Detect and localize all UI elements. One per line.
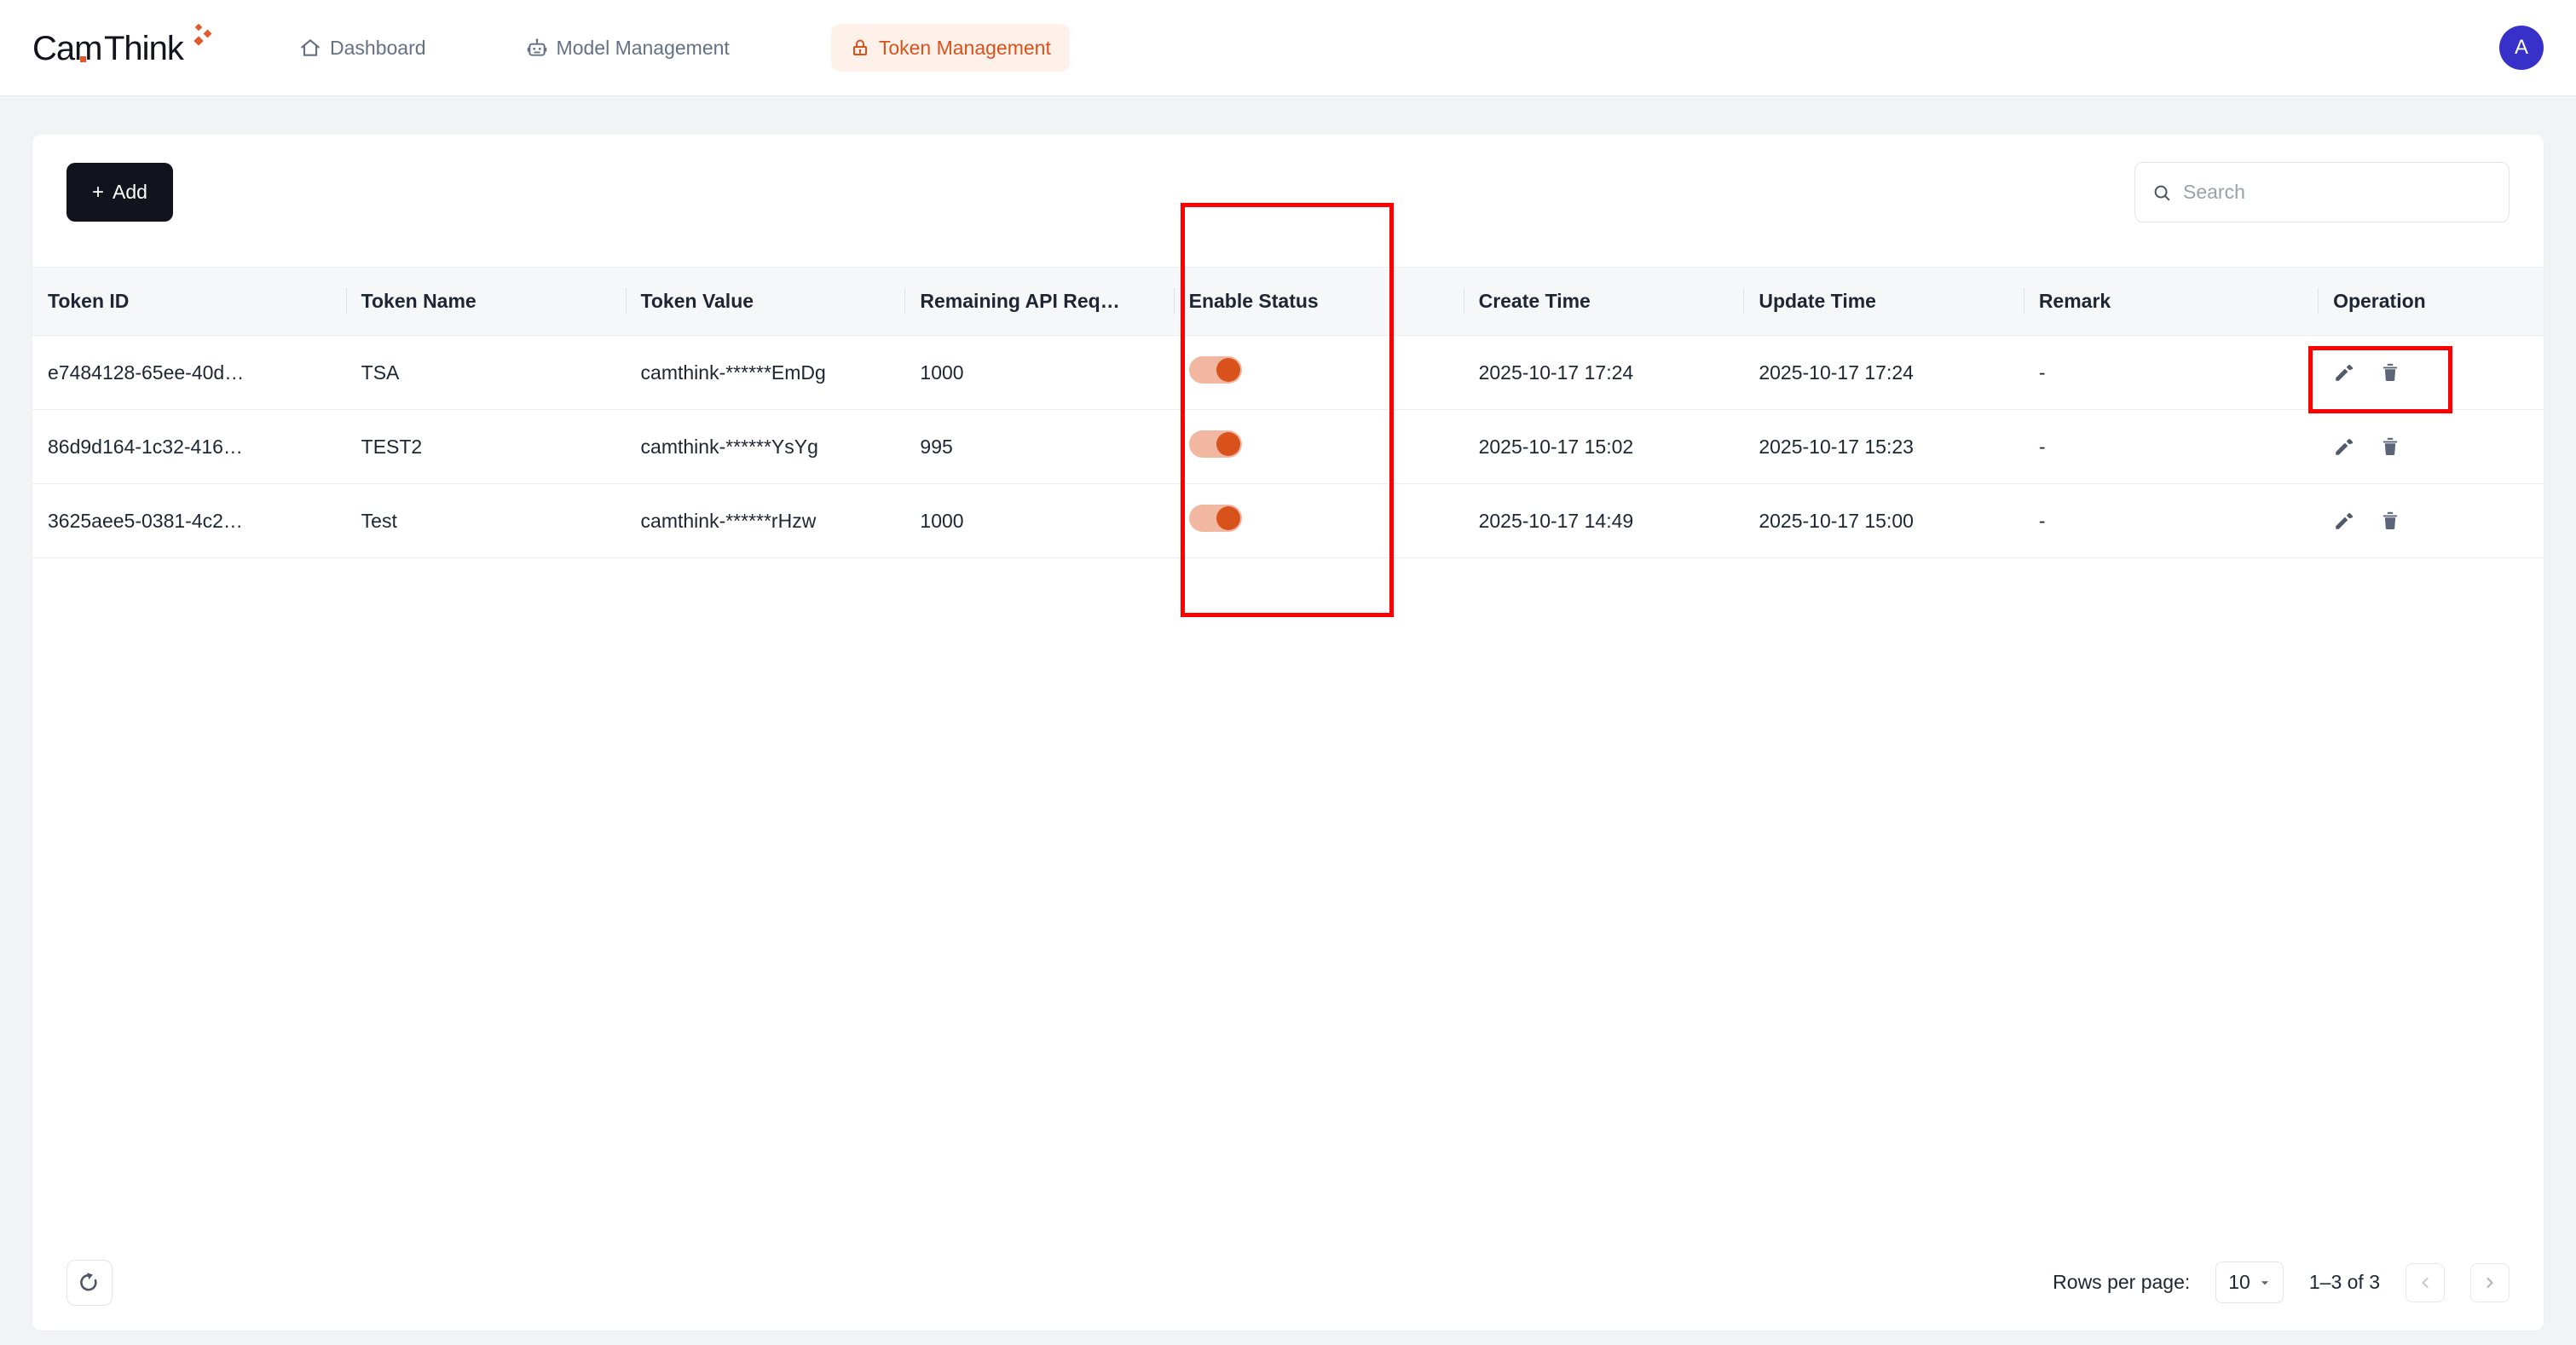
svg-text:Cam: Cam: [32, 30, 101, 67]
svg-text:Think: Think: [104, 30, 185, 67]
